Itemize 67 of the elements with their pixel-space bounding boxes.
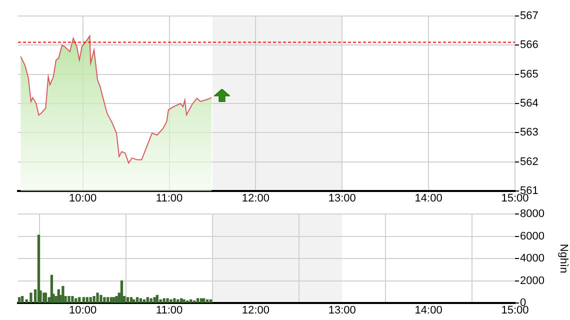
bar [130, 297, 133, 303]
bar [180, 298, 183, 303]
bar [153, 297, 156, 303]
bar [78, 297, 81, 303]
y-tick-label: 566 [520, 39, 538, 52]
bar [89, 297, 92, 303]
bar [159, 299, 162, 303]
bar [106, 297, 110, 303]
bar [86, 297, 88, 303]
bar [18, 297, 21, 303]
y-tick-label: 8000 [520, 208, 544, 220]
bar [68, 296, 70, 303]
x-tick-label: 10:00 [69, 304, 97, 317]
x-tick-label: 12:00 [242, 304, 270, 317]
bar [126, 297, 130, 303]
bar [74, 298, 78, 303]
bar [139, 298, 142, 303]
bar [103, 297, 106, 303]
x-tick-label: 11:00 [156, 192, 183, 205]
bar [30, 292, 32, 303]
y-tick-label: 567 [520, 10, 538, 22]
bar [182, 299, 186, 303]
y-tick-label: 564 [520, 98, 538, 110]
bar [202, 298, 206, 303]
bar [150, 298, 152, 303]
bar [92, 296, 96, 303]
bar [192, 300, 196, 303]
bar [146, 297, 149, 303]
bar [142, 299, 146, 303]
y-axis-title: Nghìn [557, 244, 570, 274]
bar [209, 299, 212, 303]
bar [196, 298, 200, 303]
bar [62, 286, 64, 303]
y-tick-label: 2000 [520, 274, 544, 287]
x-tick-label: 13:00 [328, 304, 356, 317]
x-tick-label: 14:00 [414, 304, 442, 317]
y-tick-label: 6000 [520, 230, 544, 242]
bar [206, 299, 209, 303]
bar [162, 298, 166, 303]
bar [166, 298, 169, 303]
bar [112, 297, 116, 303]
bar [110, 297, 113, 303]
bar [173, 298, 176, 303]
bar [96, 292, 99, 303]
x-tick-label: 10:00 [69, 192, 97, 205]
bar [71, 296, 74, 303]
x-tick-label: 14:00 [414, 192, 442, 205]
bar [136, 297, 139, 303]
bar [120, 280, 124, 303]
bar [20, 296, 24, 303]
y-tick-label: 565 [520, 68, 538, 80]
x-tick-label: 11:00 [156, 304, 183, 317]
bar [82, 297, 86, 303]
y-tick-label: 4000 [520, 252, 544, 265]
x-tick-label: 12:00 [242, 192, 270, 205]
bar [100, 294, 102, 303]
bar [176, 299, 180, 303]
bar [132, 299, 136, 303]
bar [115, 296, 118, 303]
bar [186, 300, 189, 303]
bar [170, 299, 172, 303]
x-tick-label: 13:00 [328, 192, 356, 205]
bar [200, 298, 203, 303]
y-tick-label: 563 [520, 126, 538, 139]
bar [190, 299, 192, 303]
bar [156, 294, 158, 303]
y-tick-label: 562 [520, 156, 538, 168]
